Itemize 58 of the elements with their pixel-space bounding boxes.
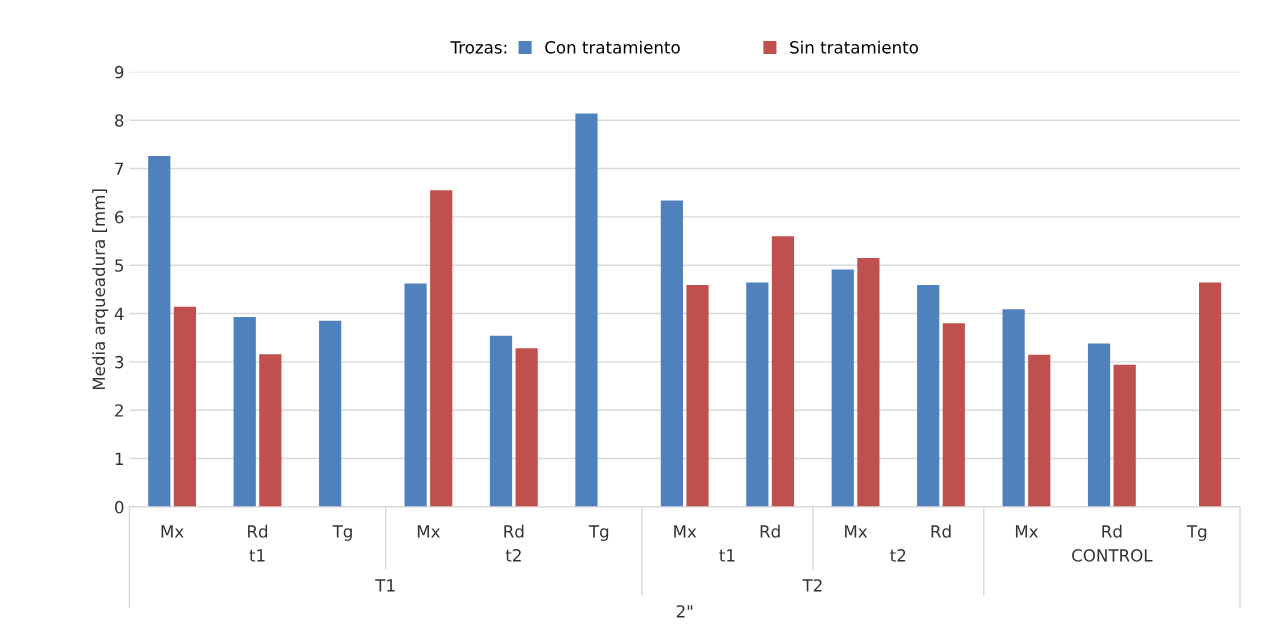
y-tick-label: 7 bbox=[115, 162, 124, 175]
text: 2" bbox=[676, 605, 693, 618]
text: CONTROL bbox=[1072, 549, 1153, 562]
x-tick-label: Tg bbox=[1186, 525, 1207, 541]
bar bbox=[660, 200, 683, 507]
x-tick-label: Rd bbox=[504, 524, 524, 538]
bar bbox=[489, 335, 513, 507]
bar bbox=[1087, 343, 1111, 507]
bar bbox=[771, 236, 795, 507]
y-axis-title: Media arqueadura [mm] bbox=[92, 189, 109, 390]
text: T1 bbox=[375, 579, 395, 592]
y-tick-label: 6 bbox=[115, 210, 124, 224]
bar bbox=[233, 316, 256, 507]
bar bbox=[746, 282, 769, 507]
y-tick-label: 3 bbox=[115, 355, 124, 369]
x-tick-label: Rd bbox=[931, 524, 951, 538]
text: t1 bbox=[719, 549, 735, 562]
bar bbox=[404, 283, 427, 507]
x-tick-label: Tg bbox=[332, 525, 352, 541]
x-tick-label: Mx bbox=[845, 525, 868, 538]
x-tick-label: Rd bbox=[760, 524, 780, 538]
text: T2 bbox=[802, 579, 822, 592]
bar bbox=[515, 348, 538, 507]
bar bbox=[686, 285, 709, 507]
bar bbox=[575, 113, 598, 507]
legend-title: Trozas: bbox=[450, 41, 507, 54]
bar bbox=[430, 190, 453, 507]
bar bbox=[942, 323, 965, 507]
bar bbox=[1113, 364, 1136, 507]
text: t2 bbox=[890, 549, 906, 562]
y-tick-label: 8 bbox=[115, 114, 124, 127]
x-tick-label: Tg bbox=[588, 525, 609, 541]
bar bbox=[1028, 354, 1051, 507]
x-tick-label: Mx bbox=[161, 525, 184, 538]
y-tick-label: 2 bbox=[115, 404, 123, 417]
legend-label: Con tratamiento bbox=[545, 40, 680, 54]
bar bbox=[1002, 309, 1025, 507]
y-tick-label: 0 bbox=[115, 500, 124, 514]
bar bbox=[831, 269, 854, 507]
text: t1 bbox=[249, 549, 265, 562]
bar bbox=[1199, 282, 1222, 507]
bar bbox=[917, 285, 940, 507]
bar bbox=[259, 354, 282, 507]
text: t2 bbox=[505, 549, 521, 562]
x-tick-label: Rd bbox=[248, 524, 268, 538]
bar bbox=[148, 155, 171, 507]
bar bbox=[857, 257, 880, 507]
x-tick-label: Rd bbox=[1102, 524, 1122, 538]
y-tick-label: 5 bbox=[115, 259, 124, 272]
x-tick-label: Mx bbox=[674, 525, 697, 538]
y-tick-label: 9 bbox=[114, 65, 124, 79]
y-tick-label: 4 bbox=[114, 307, 124, 320]
x-tick-label: Mx bbox=[1015, 525, 1038, 538]
bar bbox=[319, 320, 342, 507]
x-tick-label: Mx bbox=[417, 525, 440, 538]
y-tick-label: 1 bbox=[115, 452, 123, 465]
bar bbox=[173, 306, 197, 507]
legend-label: Sin tratamiento bbox=[790, 40, 918, 54]
